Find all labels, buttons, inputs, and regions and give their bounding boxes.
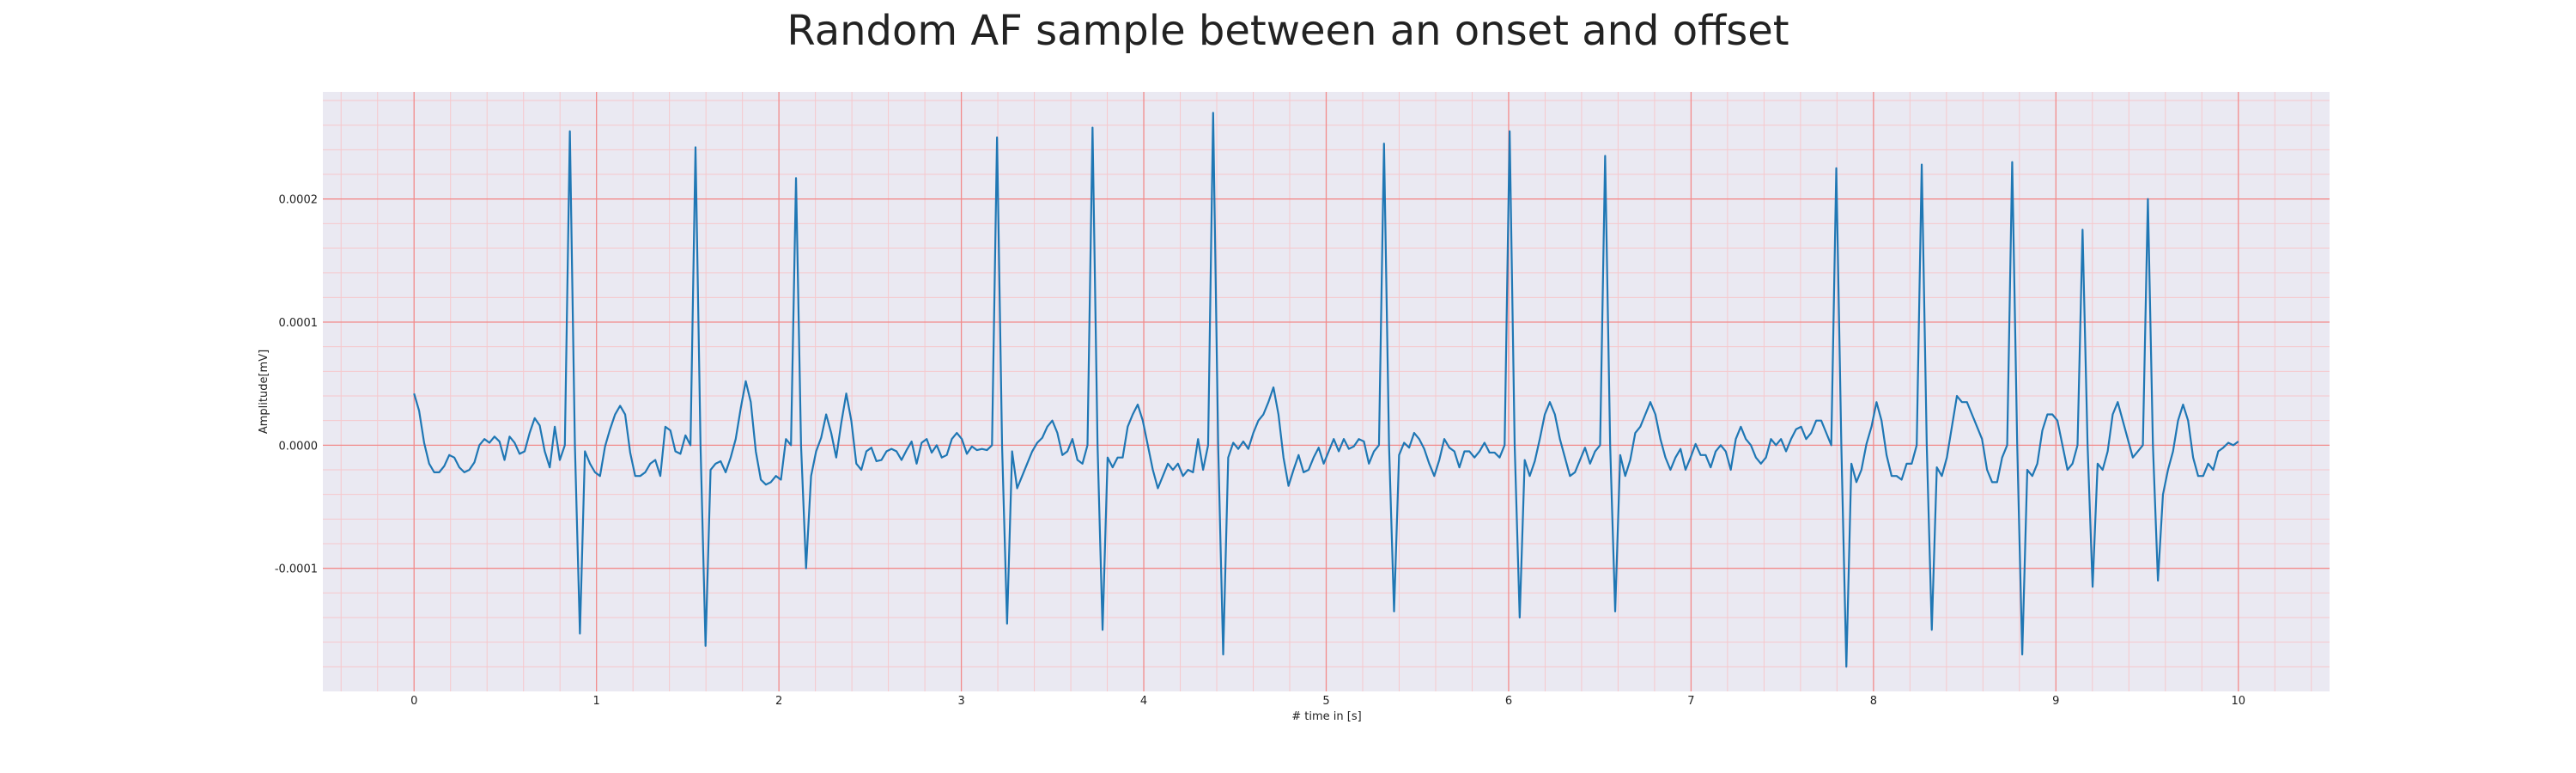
x-tick-label: 10 <box>2231 695 2245 708</box>
y-axis-label: Amplitude[mV] <box>258 350 270 434</box>
x-tick-label: 0 <box>410 695 417 708</box>
y-tick-label: -0.0001 <box>275 563 318 576</box>
y-tick-label: 0.0000 <box>279 440 319 453</box>
x-tick-label: 5 <box>1322 695 1329 708</box>
x-tick-label: 3 <box>957 695 964 708</box>
x-tick-label: 1 <box>593 695 600 708</box>
x-tick-label: 8 <box>1870 695 1877 708</box>
x-tick-label: 6 <box>1505 695 1512 708</box>
x-tick-label: 2 <box>775 695 782 708</box>
y-tick-label: 0.0001 <box>279 317 319 330</box>
x-tick-label: 7 <box>1687 695 1694 708</box>
x-tick-labels: 0 1 2 3 4 5 6 7 8 9 10 <box>410 695 2245 708</box>
y-tick-label: 0.0002 <box>279 194 319 207</box>
major-grid <box>323 92 2330 691</box>
y-tick-labels: -0.0001 0.0000 0.0001 0.0002 <box>275 194 318 576</box>
chart-title: Random AF sample between an onset and of… <box>787 7 1789 55</box>
x-tick-label: 9 <box>2052 695 2059 708</box>
series-line-ecg <box>413 112 2239 668</box>
x-axis-label: # time in [s] <box>1291 710 1361 723</box>
x-tick-label: 4 <box>1140 695 1147 708</box>
